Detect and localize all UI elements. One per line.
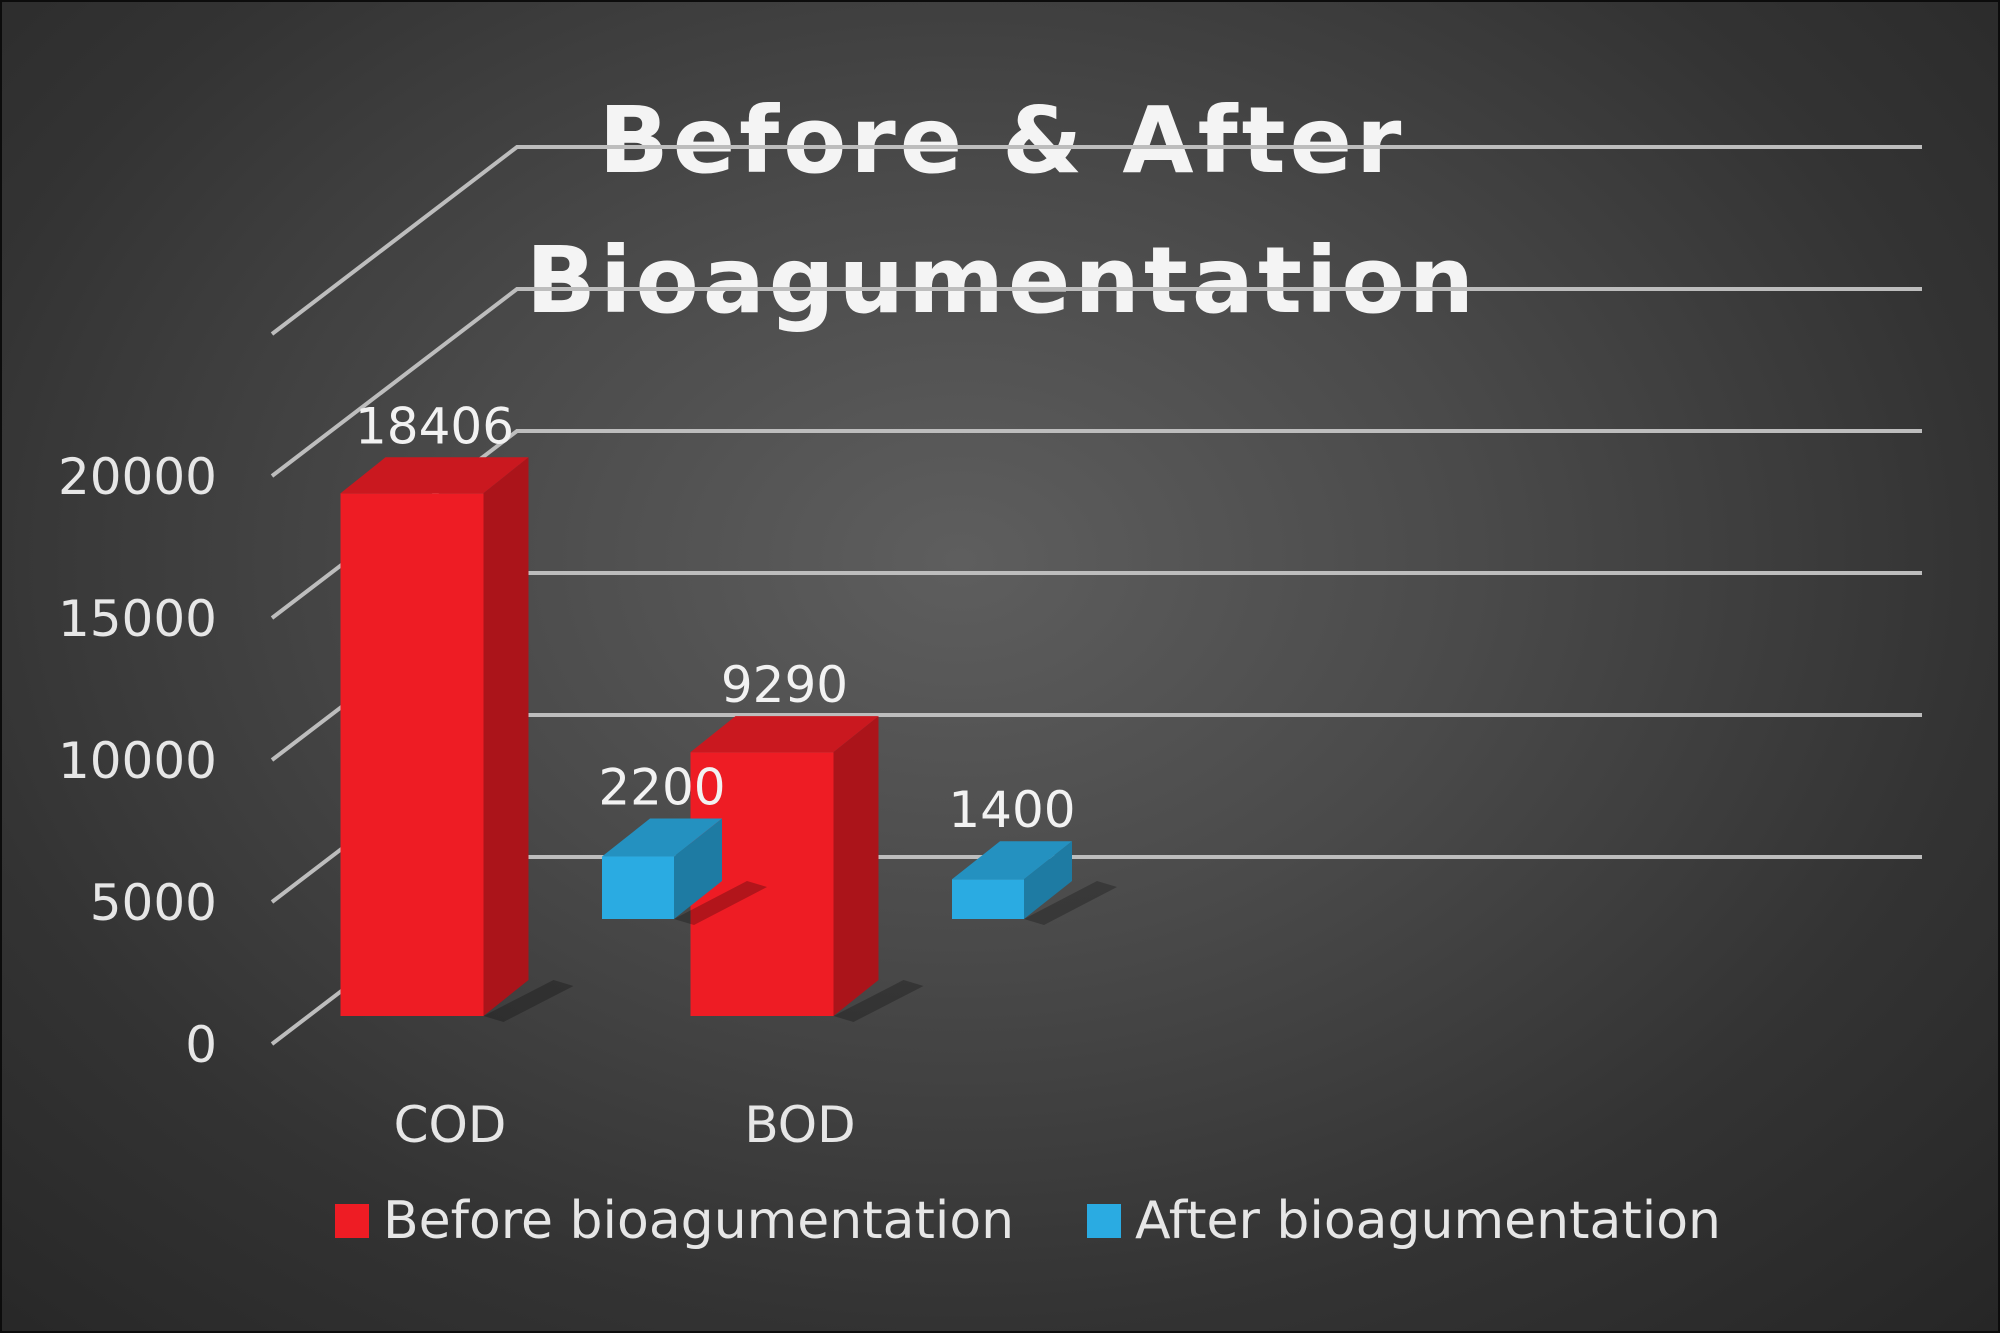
category-labels: COD BOD bbox=[394, 1096, 856, 1154]
category-label: COD bbox=[394, 1096, 507, 1154]
bar-cod-after bbox=[602, 818, 767, 925]
data-label: 1400 bbox=[948, 781, 1075, 839]
chart-title: Before & After Bioagumentation bbox=[526, 87, 1478, 334]
bar-shadow bbox=[1024, 881, 1117, 925]
bar-top bbox=[602, 818, 722, 857]
bar-front bbox=[602, 856, 674, 919]
legend-item: Before bioagumentation bbox=[335, 1191, 1014, 1251]
bar-front bbox=[952, 879, 1024, 919]
gridline bbox=[270, 287, 1922, 478]
data-label: 2200 bbox=[598, 759, 725, 817]
bar-side bbox=[1024, 841, 1072, 919]
bar-shadow bbox=[833, 980, 924, 1022]
bar-shadow bbox=[483, 980, 574, 1022]
bar-shadow bbox=[674, 881, 767, 925]
bar-top bbox=[690, 716, 879, 753]
bar-top bbox=[340, 457, 529, 494]
y-tick-label: 5000 bbox=[90, 874, 217, 932]
y-tick-label: 15000 bbox=[58, 590, 217, 648]
bar-side bbox=[483, 457, 529, 1016]
y-tick-label: 10000 bbox=[58, 732, 217, 790]
y-tick-label: 0 bbox=[185, 1016, 217, 1074]
bar-front bbox=[340, 493, 484, 1016]
legend-swatch bbox=[1087, 1204, 1121, 1238]
legend-swatch bbox=[335, 1204, 369, 1238]
legend-label: Before bioagumentation bbox=[383, 1191, 1014, 1251]
y-axis-ticks: 0 5000 10000 15000 20000 bbox=[58, 448, 217, 1074]
bar-cod-before bbox=[340, 457, 574, 1022]
gridline bbox=[270, 145, 1922, 336]
bars bbox=[340, 457, 1117, 1022]
data-label: 9290 bbox=[721, 656, 848, 714]
bar-bod-after bbox=[952, 841, 1117, 925]
title-line: Bioagumentation bbox=[526, 227, 1478, 334]
category-label: BOD bbox=[744, 1096, 855, 1154]
legend-item: After bioagumentation bbox=[1087, 1191, 1721, 1251]
legend-label: After bioagumentation bbox=[1135, 1191, 1721, 1251]
bar-side bbox=[674, 818, 722, 919]
title-line: Before & After bbox=[599, 87, 1406, 194]
legend: Before bioagumentation After bioagumentat… bbox=[335, 1191, 1721, 1251]
bar-top bbox=[952, 841, 1072, 880]
bar-side bbox=[833, 716, 879, 1016]
y-tick-label: 20000 bbox=[58, 448, 217, 506]
data-label: 18406 bbox=[355, 397, 514, 455]
data-labels: 18406 9290 2200 1400 bbox=[355, 397, 1076, 839]
